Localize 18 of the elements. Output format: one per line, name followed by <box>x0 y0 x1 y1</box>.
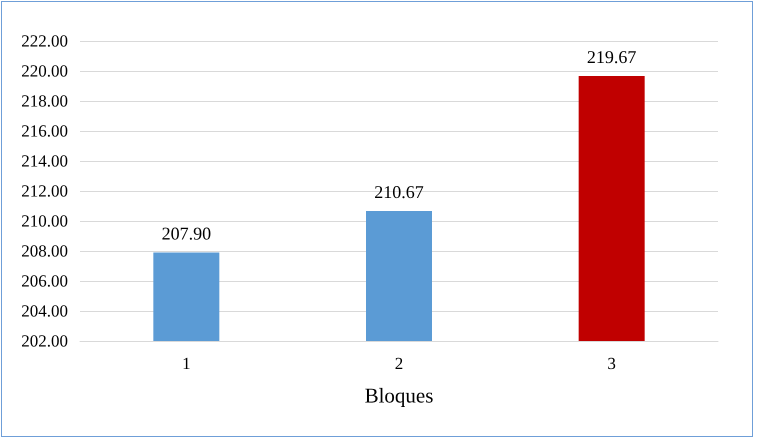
x-tick-label: 3 <box>607 354 616 373</box>
y-tick-label: 216.00 <box>21 122 68 140</box>
y-tick-label: 212.00 <box>21 182 68 200</box>
y-tick-label: 214.00 <box>21 152 68 170</box>
y-tick-label: 222.00 <box>21 32 68 50</box>
y-tick-label: 202.00 <box>21 332 68 350</box>
y-tick-label: 208.00 <box>21 242 68 260</box>
y-tick-label: 218.00 <box>21 92 68 110</box>
data-label: 210.67 <box>374 182 424 202</box>
y-tick-label: 206.00 <box>21 272 68 290</box>
y-tick-label: 204.00 <box>21 302 68 320</box>
data-label: 219.67 <box>586 46 636 67</box>
y-tick-label: 220.00 <box>21 62 68 80</box>
x-tick-label: 1 <box>182 354 191 373</box>
data-label: 207.90 <box>162 224 212 244</box>
x-axis-title: Bloques <box>364 384 434 408</box>
x-tick-label: 2 <box>394 354 404 373</box>
y-tick-label: 210.00 <box>21 212 68 230</box>
